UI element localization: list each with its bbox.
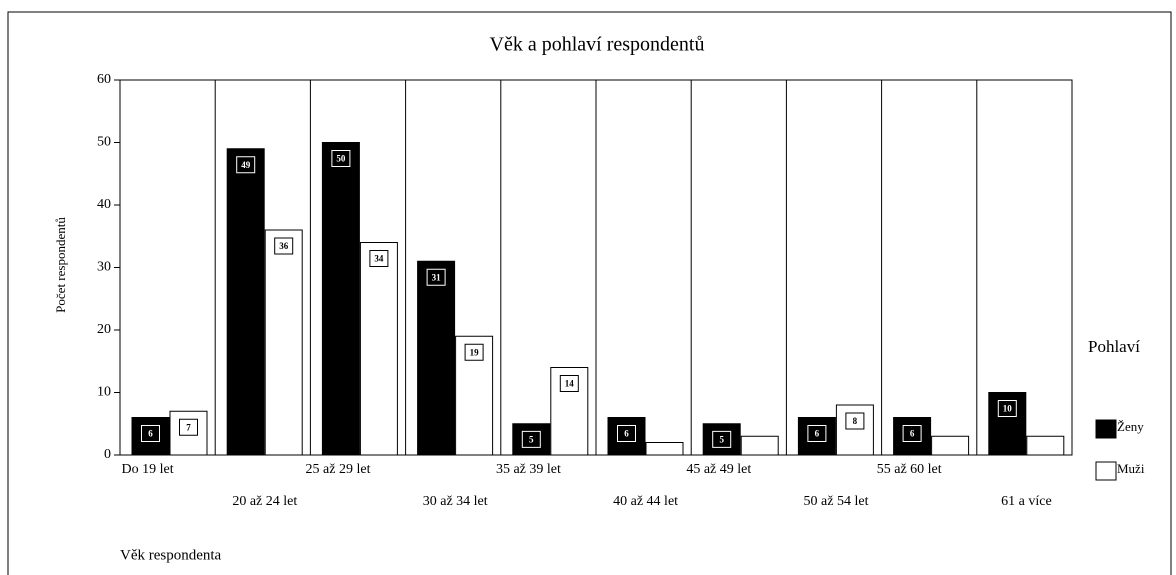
value-label-box	[845, 412, 865, 430]
value-label-box	[521, 430, 541, 448]
value-label-box	[179, 418, 198, 436]
y-tick-label: 10	[97, 385, 111, 400]
value-label-box	[141, 425, 160, 442]
chart-title: Věk a pohlaví respondentů	[490, 34, 705, 56]
x-axis-label: Věk respondenta	[120, 547, 222, 563]
value-label-box	[236, 156, 256, 174]
value-label: 34	[374, 254, 384, 264]
bar	[645, 442, 684, 456]
value-label-box	[426, 268, 446, 286]
y-tick-label: 20	[97, 322, 111, 337]
bar	[931, 435, 970, 456]
x-tick-label: 50 až 54 let	[804, 494, 869, 509]
value-label: 31	[432, 272, 442, 282]
value-label: 6	[148, 429, 153, 439]
y-tick-label: 60	[97, 72, 111, 87]
value-label-box	[274, 237, 294, 255]
bar	[226, 148, 265, 456]
x-tick-label: 40 až 44 let	[613, 494, 678, 509]
value-label-box	[902, 425, 922, 442]
bar	[417, 260, 456, 456]
x-tick-label: 20 až 24 let	[232, 494, 297, 509]
y-tick-label: 30	[97, 260, 111, 275]
legend-swatch	[1095, 419, 1117, 439]
x-tick-label: Do 19 let	[122, 462, 174, 477]
x-tick-label: 35 až 39 let	[496, 462, 561, 477]
value-label: 6	[815, 429, 820, 439]
x-tick-label: 25 až 29 let	[306, 462, 371, 477]
value-label: 14	[565, 379, 575, 389]
value-label-box	[331, 150, 351, 167]
x-tick-label: 30 až 34 let	[423, 494, 488, 509]
value-label-box	[807, 425, 827, 442]
bar	[264, 229, 303, 456]
value-label: 6	[910, 429, 915, 439]
value-label: 5	[529, 434, 534, 444]
bar	[607, 417, 646, 456]
y-tick-label: 0	[104, 447, 111, 462]
value-label-box	[712, 430, 732, 448]
value-label-box	[997, 400, 1017, 417]
value-label-box	[617, 425, 636, 442]
x-tick-label: 45 až 49 let	[686, 462, 751, 477]
y-tick-label: 40	[97, 197, 111, 212]
frame	[7, 11, 1172, 575]
value-label: 19	[470, 347, 480, 357]
legend-label: Ženy	[1117, 419, 1144, 434]
legend-label: Muži	[1117, 461, 1145, 476]
legend-title: Pohlaví	[1088, 337, 1140, 356]
bar	[1026, 435, 1065, 456]
x-tick-label: 61 a více	[1001, 494, 1052, 509]
value-label: 49	[241, 160, 251, 170]
value-label-box	[559, 375, 579, 392]
value-label: 7	[186, 422, 191, 432]
x-tick-label: 55 až 60 let	[877, 462, 942, 477]
y-tick-label: 50	[97, 135, 111, 150]
value-label: 6	[624, 429, 629, 439]
value-label-box	[464, 343, 484, 361]
value-label: 5	[719, 434, 724, 444]
value-label: 36	[279, 241, 289, 251]
value-label: 10	[1003, 404, 1013, 414]
legend-swatch	[1095, 461, 1117, 481]
y-axis-label: Počet respondentů	[53, 217, 68, 313]
bar	[359, 242, 398, 456]
bar	[321, 142, 360, 456]
value-label: 8	[853, 416, 858, 426]
bar	[740, 435, 779, 456]
value-label: 50	[336, 154, 346, 164]
bar	[893, 417, 932, 456]
value-label-box	[369, 250, 389, 267]
